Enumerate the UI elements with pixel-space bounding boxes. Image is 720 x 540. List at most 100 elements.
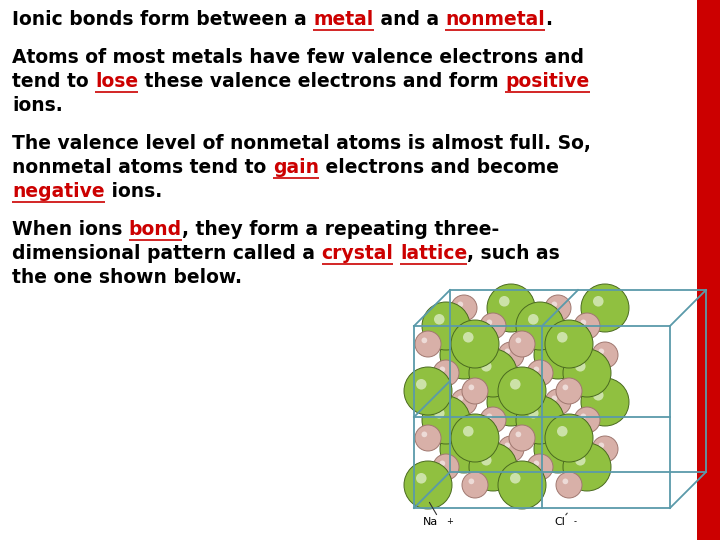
Circle shape (487, 378, 535, 426)
Circle shape (421, 431, 427, 437)
Text: lattice: lattice (400, 244, 467, 263)
Circle shape (575, 361, 585, 372)
Circle shape (593, 390, 603, 401)
Circle shape (498, 342, 524, 368)
Circle shape (510, 473, 521, 483)
Circle shape (545, 389, 571, 415)
Circle shape (433, 360, 459, 386)
Circle shape (527, 454, 553, 480)
Circle shape (416, 379, 426, 389)
Circle shape (557, 332, 567, 342)
Circle shape (433, 454, 459, 480)
Circle shape (415, 425, 441, 451)
Circle shape (534, 461, 539, 466)
Circle shape (452, 437, 462, 448)
Text: positive: positive (505, 72, 590, 91)
Circle shape (498, 436, 524, 462)
Text: .: . (545, 10, 552, 29)
Circle shape (451, 320, 499, 368)
Circle shape (481, 361, 492, 372)
Text: these valence electrons and form: these valence electrons and form (138, 72, 505, 91)
Text: lose: lose (95, 72, 138, 91)
Circle shape (451, 414, 499, 462)
Circle shape (562, 384, 568, 390)
Circle shape (509, 425, 535, 451)
Text: The valence level of nonmetal atoms is almost full. So,: The valence level of nonmetal atoms is a… (12, 134, 591, 153)
Circle shape (463, 332, 474, 342)
Circle shape (421, 338, 427, 343)
Circle shape (469, 384, 474, 390)
Circle shape (469, 443, 517, 491)
Circle shape (534, 367, 539, 372)
Circle shape (592, 342, 618, 368)
Circle shape (510, 379, 521, 389)
Circle shape (528, 408, 539, 418)
Text: Atoms of most metals have few valence electrons and: Atoms of most metals have few valence el… (12, 48, 584, 67)
Circle shape (499, 296, 510, 307)
Circle shape (580, 320, 586, 325)
Circle shape (581, 378, 629, 426)
Text: dimensional pattern called a: dimensional pattern called a (12, 244, 322, 263)
Text: , such as: , such as (467, 244, 560, 263)
Circle shape (404, 461, 452, 509)
Text: metal: metal (313, 10, 374, 29)
Text: ions.: ions. (104, 182, 162, 201)
Circle shape (434, 408, 444, 418)
Circle shape (516, 338, 521, 343)
Circle shape (581, 284, 629, 332)
Circle shape (574, 407, 600, 433)
Text: , they form a repeating three-: , they form a repeating three- (182, 220, 499, 239)
Circle shape (404, 367, 452, 415)
Text: When ions: When ions (12, 220, 129, 239)
Circle shape (546, 343, 557, 354)
Text: and a: and a (374, 10, 445, 29)
Circle shape (439, 367, 445, 372)
Text: +: + (446, 517, 453, 526)
Circle shape (498, 461, 546, 509)
Circle shape (422, 302, 470, 350)
Circle shape (462, 378, 488, 404)
Circle shape (516, 302, 564, 350)
Circle shape (487, 320, 492, 325)
Circle shape (562, 478, 568, 484)
Circle shape (563, 443, 611, 491)
Circle shape (457, 301, 463, 307)
Circle shape (451, 295, 477, 321)
Circle shape (516, 396, 564, 444)
Circle shape (516, 431, 521, 437)
Text: negative: negative (12, 182, 104, 201)
Text: Ionic bonds form between a: Ionic bonds form between a (12, 10, 313, 29)
Circle shape (534, 425, 582, 473)
Circle shape (556, 378, 582, 404)
Circle shape (545, 320, 593, 368)
Text: gain: gain (273, 158, 319, 177)
Circle shape (480, 407, 506, 433)
Circle shape (440, 425, 488, 473)
Circle shape (480, 313, 506, 339)
Text: Cl: Cl (554, 517, 565, 527)
Circle shape (552, 301, 557, 307)
Circle shape (469, 349, 517, 397)
Text: nonmetal: nonmetal (445, 10, 545, 29)
Text: tend to: tend to (12, 72, 95, 91)
Circle shape (499, 390, 510, 401)
Circle shape (439, 461, 445, 466)
Text: the one shown below.: the one shown below. (12, 268, 242, 287)
Text: nonmetal atoms tend to: nonmetal atoms tend to (12, 158, 273, 177)
Text: bond: bond (129, 220, 182, 239)
Circle shape (574, 313, 600, 339)
Circle shape (451, 389, 477, 415)
Circle shape (440, 331, 488, 379)
Circle shape (556, 472, 582, 498)
Circle shape (527, 360, 553, 386)
Circle shape (593, 296, 603, 307)
Circle shape (557, 426, 567, 436)
Text: electrons and become: electrons and become (319, 158, 559, 177)
Circle shape (509, 331, 535, 357)
Circle shape (452, 343, 462, 354)
Circle shape (416, 473, 426, 483)
Circle shape (534, 331, 582, 379)
Circle shape (546, 437, 557, 448)
Circle shape (545, 295, 571, 321)
Circle shape (422, 396, 470, 444)
